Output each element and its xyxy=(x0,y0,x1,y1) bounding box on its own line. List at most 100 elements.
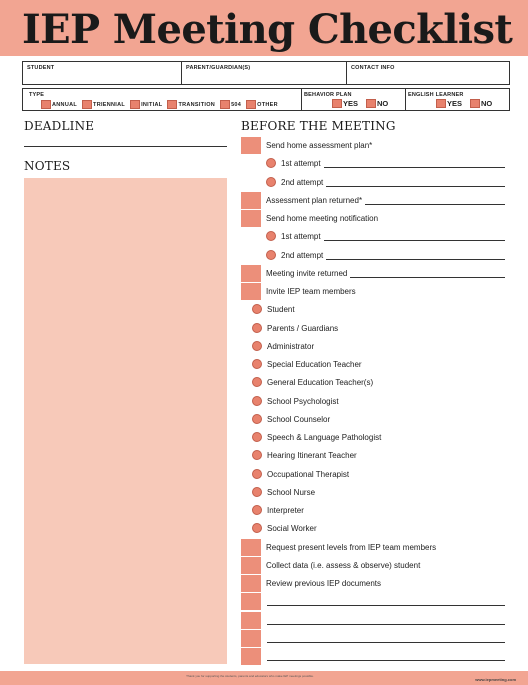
checkbox-circle-icon[interactable] xyxy=(252,341,262,351)
checklist-item-label: Assessment plan returned* xyxy=(266,195,363,205)
notes-heading: NOTES xyxy=(24,159,71,173)
checklist-item-label: Social Worker xyxy=(267,523,317,533)
type-option-initial[interactable]: INITIAL xyxy=(130,100,162,109)
type-option-label: TRANSITION xyxy=(178,101,216,108)
checkbox-square-icon[interactable] xyxy=(241,191,261,209)
checklist-item-label: School Counselor xyxy=(267,414,331,424)
behavior-plan-no[interactable]: NO xyxy=(366,99,388,108)
checkbox-circle-icon[interactable] xyxy=(266,177,276,187)
checkbox-circle-icon[interactable] xyxy=(252,432,262,442)
checklist-item-label: Request present levels from IEP team mem… xyxy=(266,542,437,552)
checklist-item-label: 2nd attempt xyxy=(281,177,324,187)
blank-write-line[interactable] xyxy=(267,660,505,661)
checkbox-square-icon[interactable] xyxy=(241,592,261,610)
checkbox-icon[interactable] xyxy=(470,99,481,108)
checkbox-icon[interactable] xyxy=(82,100,93,109)
checkbox-circle-icon[interactable] xyxy=(252,377,262,387)
checkbox-circle-icon[interactable] xyxy=(266,231,276,241)
type-label: TYPE xyxy=(29,92,45,98)
checkbox-square-icon[interactable] xyxy=(241,629,261,647)
info-row-2: TYPE ANNUAL TRIENNIAL INITIAL TRANSITION… xyxy=(22,88,510,111)
checklist-item-label: Collect data (i.e. assess & observe) stu… xyxy=(266,560,421,570)
checklist-item: 2nd attempt xyxy=(266,246,505,264)
type-options: ANNUAL TRIENNIAL INITIAL TRANSITION 504 … xyxy=(41,100,278,109)
no-label: NO xyxy=(377,99,389,108)
contact-info-label: CONTACT INFO xyxy=(351,65,395,71)
checklist-item: School Nurse xyxy=(252,483,315,501)
checklist-item-label: Occupational Therapist xyxy=(267,469,350,479)
behavior-plan-label: BEHAVIOR PLAN xyxy=(304,92,352,98)
behavior-plan-field: BEHAVIOR PLAN YES NO xyxy=(302,89,406,110)
checkbox-square-icon[interactable] xyxy=(241,556,261,574)
checkbox-circle-icon[interactable] xyxy=(252,487,262,497)
student-field[interactable]: STUDENT xyxy=(23,62,182,84)
checklist-item: 1st attempt xyxy=(266,154,505,172)
checkbox-square-icon[interactable] xyxy=(241,574,261,592)
checkbox-icon[interactable] xyxy=(246,100,257,109)
checkbox-square-icon[interactable] xyxy=(241,611,261,629)
checkbox-circle-icon[interactable] xyxy=(252,469,262,479)
parent-guardian-label: PARENT/GUARDIAN(S) xyxy=(186,65,251,71)
checkbox-circle-icon[interactable] xyxy=(266,250,276,260)
blank-write-line[interactable] xyxy=(267,642,505,643)
blank-write-line[interactable] xyxy=(267,605,505,606)
write-line[interactable] xyxy=(323,240,505,241)
checkbox-square-icon[interactable] xyxy=(241,209,261,227)
checklist-item xyxy=(241,647,505,665)
notes-box[interactable] xyxy=(24,178,227,664)
type-option-other[interactable]: OTHER xyxy=(246,100,278,109)
info-row-1: STUDENT PARENT/GUARDIAN(S) CONTACT INFO xyxy=(22,61,510,85)
checkbox-square-icon[interactable] xyxy=(241,282,261,300)
type-option-504[interactable]: 504 xyxy=(220,100,241,109)
checkbox-icon[interactable] xyxy=(130,100,141,109)
yes-label: YES xyxy=(447,99,463,108)
checklist-item-label: Invite IEP team members xyxy=(266,286,356,296)
type-option-transition[interactable]: TRANSITION xyxy=(167,100,215,109)
checklist-item-label: Student xyxy=(267,304,295,314)
write-line[interactable] xyxy=(350,277,505,278)
checkbox-circle-icon[interactable] xyxy=(252,414,262,424)
checkbox-circle-icon[interactable] xyxy=(252,359,262,369)
english-learner-yes[interactable]: YES xyxy=(436,99,462,108)
write-line[interactable] xyxy=(326,259,505,260)
checkbox-icon[interactable] xyxy=(366,99,377,108)
checkbox-square-icon[interactable] xyxy=(241,264,261,282)
write-line[interactable] xyxy=(326,186,505,187)
checklist-item: Send home assessment plan* xyxy=(241,136,372,154)
checkbox-square-icon[interactable] xyxy=(241,538,261,556)
write-line[interactable] xyxy=(365,204,505,205)
page-title: IEP Meeting Checklist xyxy=(22,6,513,53)
checkbox-icon[interactable] xyxy=(41,100,51,109)
checklist-item: Hearing Itinerant Teacher xyxy=(252,446,357,464)
checklist-item-label: Review previous IEP documents xyxy=(266,578,382,588)
checkbox-icon[interactable] xyxy=(436,99,446,108)
contact-info-field[interactable]: CONTACT INFO xyxy=(347,62,509,84)
checkbox-square-icon[interactable] xyxy=(241,647,261,665)
blank-write-line[interactable] xyxy=(267,624,505,625)
checklist-item: School Counselor xyxy=(252,410,330,428)
checklist-item: Speech & Language Pathologist xyxy=(252,428,381,446)
checkbox-circle-icon[interactable] xyxy=(266,158,276,168)
checklist-item-label: Interpreter xyxy=(267,505,304,515)
type-option-annual[interactable]: ANNUAL xyxy=(41,100,77,109)
deadline-line[interactable] xyxy=(24,146,227,147)
checkbox-circle-icon[interactable] xyxy=(252,450,262,460)
checkbox-circle-icon[interactable] xyxy=(252,304,262,314)
write-line[interactable] xyxy=(323,167,505,168)
checklist-item: Request present levels from IEP team mem… xyxy=(241,538,436,556)
checklist-item-label: Send home meeting notification xyxy=(266,213,379,223)
checkbox-icon[interactable] xyxy=(332,99,342,108)
checkbox-circle-icon[interactable] xyxy=(252,505,262,515)
behavior-plan-yes[interactable]: YES xyxy=(332,99,358,108)
parent-guardian-field[interactable]: PARENT/GUARDIAN(S) xyxy=(182,62,347,84)
checkbox-circle-icon[interactable] xyxy=(252,396,262,406)
english-learner-field: ENGLISH LEARNER YES NO xyxy=(406,89,509,110)
checkbox-square-icon[interactable] xyxy=(241,136,261,154)
checkbox-circle-icon[interactable] xyxy=(252,523,262,533)
type-option-triennial[interactable]: TRIENNIAL xyxy=(82,100,125,109)
checkbox-icon[interactable] xyxy=(220,100,231,109)
checkbox-circle-icon[interactable] xyxy=(252,323,262,333)
before-meeting-heading: BEFORE THE MEETING xyxy=(241,119,396,133)
english-learner-no[interactable]: NO xyxy=(470,99,492,108)
checkbox-icon[interactable] xyxy=(167,100,178,109)
